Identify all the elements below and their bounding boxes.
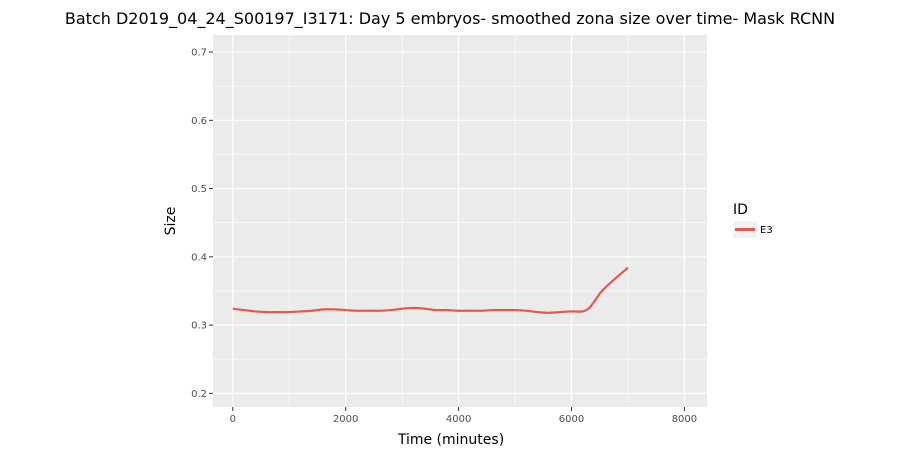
series-layer — [232, 266, 629, 314]
series-line-e3 — [232, 266, 629, 314]
y-tick-label: 0.7 — [191, 48, 207, 59]
grid-lines — [213, 35, 707, 407]
legend-title: ID — [733, 202, 748, 218]
y-axis-title: Size — [163, 207, 179, 236]
x-tick-label: 4000 — [446, 414, 471, 425]
x-axis-title: Time (minutes) — [397, 432, 504, 448]
x-tick-label: 8000 — [672, 414, 697, 425]
x-tick-label: 2000 — [333, 414, 358, 425]
legend: ID E3 — [733, 202, 773, 238]
y-tick-label: 0.5 — [191, 184, 207, 195]
legend-label-e3: E3 — [760, 225, 773, 236]
x-tick-label: 6000 — [559, 414, 584, 425]
axis-ticks: 0 2000 4000 6000 8000 0.2 0.3 0.4 0.5 0.6 0.7 — [191, 48, 697, 425]
x-tick-label: 0 — [230, 414, 236, 425]
y-tick-label: 0.3 — [191, 321, 207, 332]
y-tick-label: 0.2 — [191, 389, 207, 400]
y-tick-label: 0.4 — [191, 252, 207, 263]
chart-title: Batch D2019_04_24_S00197_I3171: Day 5 em… — [65, 9, 835, 29]
plot-panel — [213, 35, 707, 407]
y-tick-label: 0.6 — [191, 116, 207, 127]
